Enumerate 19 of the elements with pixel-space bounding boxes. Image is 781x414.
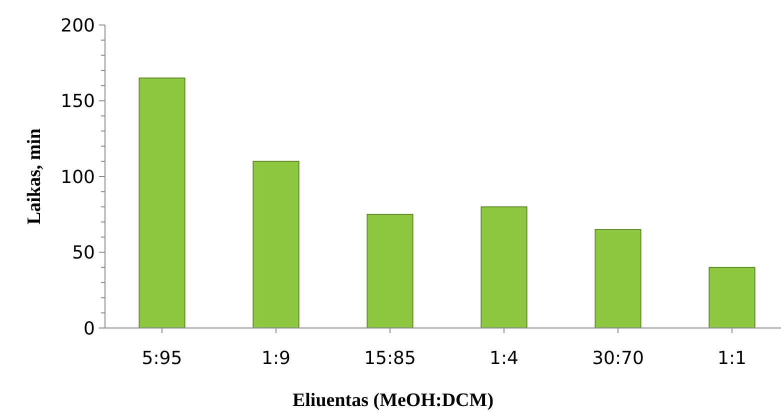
y-tick-label: 200: [60, 15, 95, 36]
bar: [708, 266, 756, 328]
x-tick-label: 1:4: [490, 348, 518, 369]
x-tick-label: 1:9: [262, 348, 290, 369]
y-tick-label: 50: [72, 242, 95, 264]
y-tick-label: 0: [84, 318, 95, 340]
x-tick-label: 5:95: [142, 348, 182, 369]
x-axis-title: Eliuentas (MeOH:DCM): [292, 390, 494, 411]
x-tick-label: 1:1: [718, 348, 746, 369]
bar: [252, 160, 300, 328]
y-tick-label: 150: [60, 91, 95, 112]
y-tick-label: 100: [60, 166, 95, 188]
x-tick-label: 15:85: [364, 348, 416, 369]
x-tick-label: 30:70: [592, 348, 644, 369]
bar: [366, 214, 414, 328]
y-axis-title: Laikas, min: [24, 128, 45, 225]
bar: [480, 206, 528, 328]
bar: [138, 78, 186, 328]
bar: [594, 229, 642, 328]
